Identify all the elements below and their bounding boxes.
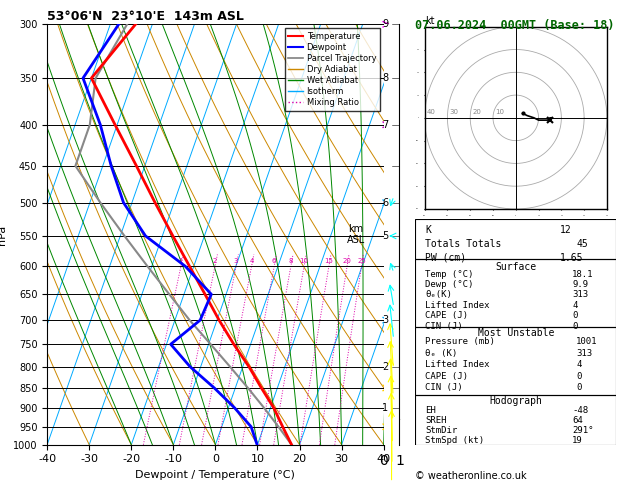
Bar: [415, 219, 616, 260]
Text: 0: 0: [572, 311, 577, 320]
Text: CIN (J): CIN (J): [425, 322, 463, 330]
Text: 2: 2: [213, 258, 217, 264]
Text: 0: 0: [576, 383, 582, 393]
Text: 9.9: 9.9: [572, 280, 588, 289]
Text: © weatheronline.co.uk: © weatheronline.co.uk: [415, 471, 526, 481]
Text: 25: 25: [357, 258, 366, 264]
Text: 45: 45: [576, 239, 588, 249]
Y-axis label: hPa: hPa: [0, 225, 8, 244]
Text: 3: 3: [234, 258, 238, 264]
Text: Lifted Index: Lifted Index: [425, 361, 490, 369]
Text: 4: 4: [249, 258, 253, 264]
Text: 4: 4: [576, 361, 582, 369]
Text: Pressure (mb): Pressure (mb): [425, 337, 495, 347]
Text: CAPE (J): CAPE (J): [425, 311, 468, 320]
Text: 7: 7: [382, 120, 389, 130]
Text: StmDir: StmDir: [425, 426, 457, 435]
Text: PW (cm): PW (cm): [425, 253, 466, 262]
Text: StmSpd (kt): StmSpd (kt): [425, 436, 484, 445]
Text: 6: 6: [382, 198, 389, 208]
Text: Temp (°C): Temp (°C): [425, 270, 474, 278]
Text: 10: 10: [299, 258, 309, 264]
Text: K: K: [425, 226, 431, 236]
Text: CAPE (J): CAPE (J): [425, 372, 468, 381]
Text: θₑ(K): θₑ(K): [425, 290, 452, 299]
Text: Hodograph: Hodograph: [489, 396, 542, 406]
Text: Totals Totals: Totals Totals: [425, 239, 501, 249]
Text: 20: 20: [343, 258, 352, 264]
Text: 1: 1: [179, 258, 183, 264]
Text: 15: 15: [325, 258, 333, 264]
Text: 10: 10: [495, 109, 504, 116]
Text: 8: 8: [289, 258, 293, 264]
Text: SREH: SREH: [425, 416, 447, 425]
Text: 19: 19: [572, 436, 583, 445]
Text: θₑ (K): θₑ (K): [425, 349, 457, 358]
Text: 1: 1: [382, 403, 389, 413]
Bar: [415, 395, 616, 445]
Text: 313: 313: [576, 349, 593, 358]
Text: 3: 3: [382, 315, 389, 325]
Text: 0: 0: [572, 322, 577, 330]
Text: LCL: LCL: [385, 413, 400, 422]
Text: Lifted Index: Lifted Index: [425, 301, 490, 310]
Text: -48: -48: [572, 406, 588, 415]
Text: 1001: 1001: [576, 337, 598, 347]
Bar: [415, 327, 616, 395]
Text: 6: 6: [272, 258, 276, 264]
Text: 20: 20: [472, 109, 481, 116]
Text: 8: 8: [382, 73, 389, 83]
Text: 07.06.2024  00GMT (Base: 18): 07.06.2024 00GMT (Base: 18): [415, 19, 615, 33]
Text: 40: 40: [427, 109, 436, 116]
Text: Surface: Surface: [495, 261, 537, 272]
Text: 313: 313: [572, 290, 588, 299]
Text: Dewp (°C): Dewp (°C): [425, 280, 474, 289]
Text: 4: 4: [572, 301, 577, 310]
Text: 2: 2: [382, 362, 389, 372]
Y-axis label: km
ASL: km ASL: [347, 224, 365, 245]
Text: 53°06'N  23°10'E  143m ASL: 53°06'N 23°10'E 143m ASL: [47, 10, 244, 23]
Text: 12: 12: [560, 226, 572, 236]
Text: 5: 5: [382, 231, 389, 241]
Text: 64: 64: [572, 416, 583, 425]
Text: 18.1: 18.1: [572, 270, 594, 278]
Text: 30: 30: [450, 109, 459, 116]
Text: 291°: 291°: [572, 426, 594, 435]
Text: 9: 9: [382, 19, 389, 29]
Text: EH: EH: [425, 406, 436, 415]
Text: 1.65: 1.65: [560, 253, 584, 262]
Bar: [415, 260, 616, 327]
Text: CIN (J): CIN (J): [425, 383, 463, 393]
Text: kt: kt: [425, 16, 434, 26]
Text: Most Unstable: Most Unstable: [477, 329, 554, 338]
X-axis label: Dewpoint / Temperature (°C): Dewpoint / Temperature (°C): [135, 470, 296, 480]
Text: 0: 0: [576, 372, 582, 381]
Legend: Temperature, Dewpoint, Parcel Trajectory, Dry Adiabat, Wet Adiabat, Isotherm, Mi: Temperature, Dewpoint, Parcel Trajectory…: [285, 29, 379, 111]
